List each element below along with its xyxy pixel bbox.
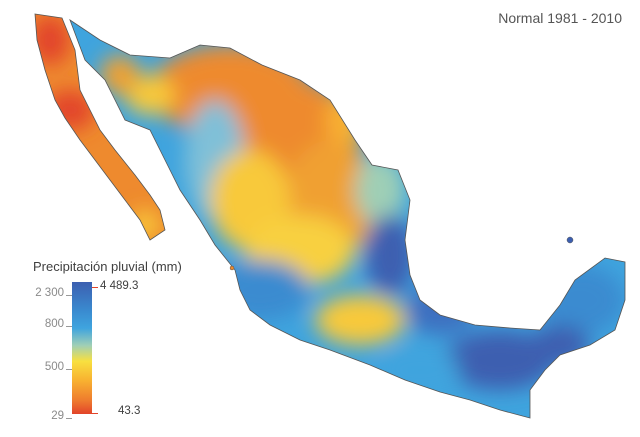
island xyxy=(566,236,574,244)
period-label: Normal 1981 - 2010 xyxy=(498,10,622,26)
legend-scale-mark xyxy=(66,369,72,370)
legend-scale-tick: 2 300 xyxy=(35,287,64,299)
island xyxy=(229,265,235,271)
legend-scale-tick: 500 xyxy=(44,361,64,373)
legend-max-mark xyxy=(92,287,98,288)
legend-scale-tick: 29 xyxy=(51,410,64,422)
peninsula-outline xyxy=(34,13,166,241)
legend-min-mark xyxy=(92,413,98,414)
legend-scale-tick: 800 xyxy=(44,318,64,330)
legend-min-label: 43.3 xyxy=(118,405,141,417)
legend-max-label: 4 489.3 xyxy=(100,280,139,292)
mainland-outline xyxy=(69,18,626,419)
legend-title: Precipitación pluvial (mm) xyxy=(33,259,182,274)
legend-scale-mark xyxy=(66,418,72,419)
legend-scale-mark xyxy=(66,326,72,327)
legend-color-bar xyxy=(72,282,92,414)
legend-scale-mark xyxy=(66,295,72,296)
